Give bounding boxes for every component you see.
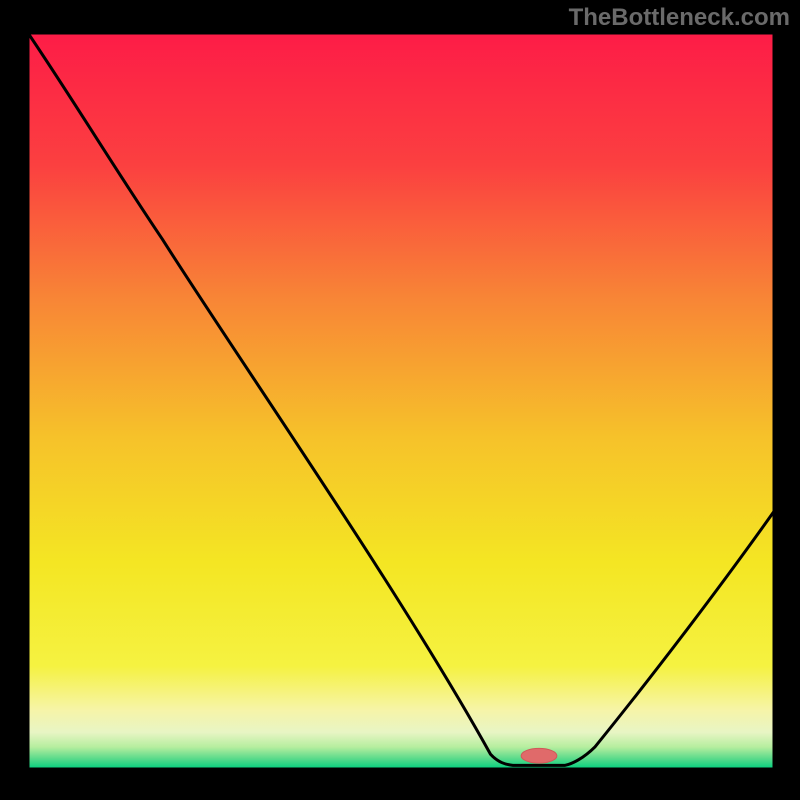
optimum-marker	[521, 748, 557, 763]
watermark-text: TheBottleneck.com	[569, 4, 790, 32]
chart-svg	[0, 0, 800, 800]
plot-gradient	[28, 33, 774, 769]
chart-container: TheBottleneck.com	[0, 0, 800, 800]
